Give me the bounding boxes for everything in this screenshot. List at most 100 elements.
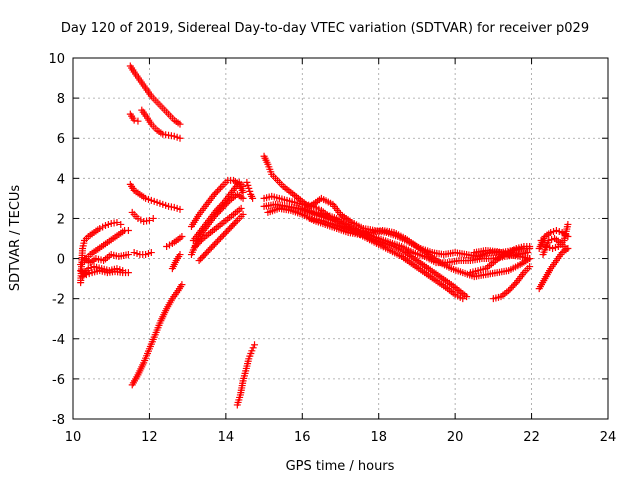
y-tick-label: 0 (57, 253, 65, 268)
data-point (178, 232, 186, 240)
data-point (249, 344, 257, 352)
data-point (218, 200, 226, 208)
data-point (203, 249, 211, 257)
data-point (509, 282, 517, 290)
x-tick-label: 12 (141, 430, 158, 445)
data-point (193, 241, 201, 249)
data-point (176, 134, 184, 142)
data-point (221, 229, 229, 237)
data-point (215, 236, 223, 244)
data-point (245, 184, 253, 192)
y-tick-label: 4 (57, 172, 65, 187)
y-tick-label: -8 (52, 413, 65, 428)
data-point (176, 251, 184, 259)
data-point (207, 244, 215, 252)
x-tick-label: 10 (65, 430, 82, 445)
data-point (239, 194, 247, 202)
data-point (243, 178, 251, 186)
x-tick-label: 18 (370, 430, 387, 445)
data-point (210, 241, 218, 249)
y-tick-label: 2 (57, 212, 65, 227)
y-tick-label: -4 (52, 333, 65, 348)
x-tick-label: 14 (218, 430, 235, 445)
data-point (178, 281, 186, 289)
data-point (217, 234, 225, 242)
data-point (232, 218, 240, 226)
data-point (224, 226, 232, 234)
data-point (230, 220, 238, 228)
data-point (191, 243, 199, 251)
x-tick-label: 22 (523, 430, 540, 445)
data-point (210, 190, 218, 198)
data-point (212, 239, 220, 247)
x-axis-label: GPS time / hours (286, 459, 395, 474)
data-point (134, 117, 142, 125)
data-point (201, 250, 209, 258)
data-point (508, 283, 516, 291)
data-point (197, 236, 205, 244)
data-point (237, 204, 245, 212)
y-tick-label: -6 (52, 373, 65, 388)
data-point (145, 216, 153, 224)
data-point (249, 194, 257, 202)
data-point (147, 249, 155, 257)
data-point (459, 295, 467, 303)
data-point (176, 205, 184, 213)
data-point (239, 182, 247, 190)
y-tick-label: 10 (48, 52, 65, 67)
data-point (200, 252, 208, 260)
y-axis-label: SDTVAR / TECUs (8, 185, 23, 292)
data-point (227, 223, 235, 231)
data-point (130, 116, 138, 124)
data-point (213, 237, 221, 245)
data-point (246, 187, 254, 195)
data-point (198, 253, 206, 261)
data-point (248, 347, 256, 355)
x-tick-label: 24 (600, 430, 617, 445)
x-tick-label: 16 (294, 430, 311, 445)
data-point (195, 257, 203, 265)
chart-title: Day 120 of 2019, Sidereal Day-to-day VTE… (61, 21, 589, 36)
data-points (77, 62, 572, 409)
data-point (244, 181, 252, 189)
data-point (212, 206, 220, 214)
data-point (117, 220, 125, 228)
data-point (124, 226, 132, 234)
data-point (196, 238, 204, 246)
data-point (214, 205, 222, 213)
data-point (119, 267, 127, 275)
data-point (124, 251, 132, 259)
data-point (218, 232, 226, 240)
data-point (220, 231, 228, 239)
data-point (113, 218, 121, 226)
data-point (251, 341, 259, 349)
data-point (463, 293, 471, 301)
data-point (212, 189, 220, 197)
data-point (505, 287, 513, 295)
data-point (229, 221, 237, 229)
plot-border (72, 57, 609, 420)
data-point (215, 186, 223, 194)
data-point (239, 188, 247, 196)
data-point (226, 224, 234, 232)
data-point (215, 203, 223, 211)
data-point (124, 269, 132, 277)
y-tick-label: -2 (52, 293, 65, 308)
data-point (194, 239, 202, 247)
x-tick-label: 20 (447, 430, 464, 445)
data-point (213, 187, 221, 195)
y-tick-label: 8 (57, 92, 65, 107)
data-point (526, 263, 534, 271)
data-point (526, 243, 534, 251)
data-point (526, 255, 534, 263)
data-point (239, 210, 247, 218)
data-point (562, 245, 570, 253)
data-point (506, 285, 514, 293)
data-point (564, 220, 572, 228)
data-point (217, 202, 225, 210)
data-point (197, 255, 205, 263)
data-point (176, 120, 184, 128)
data-point (209, 242, 217, 250)
